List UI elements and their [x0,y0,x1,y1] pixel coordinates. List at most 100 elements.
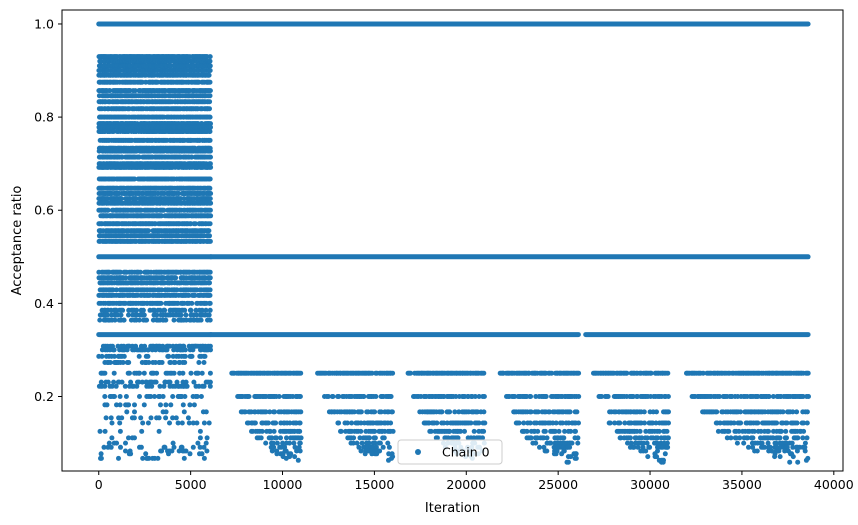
data-point [207,300,213,306]
data-point [208,347,213,353]
data-point [575,440,581,446]
data-point [462,428,467,434]
data-point [481,428,487,434]
data-point [97,428,103,434]
data-point [121,317,127,323]
data-point [481,394,487,399]
data-point [468,420,474,426]
data-point [258,435,264,441]
data-point [471,428,477,434]
data-point [128,451,134,457]
data-point [162,307,168,313]
data-point [179,420,185,426]
data-point [386,444,392,450]
data-point [386,457,391,463]
data-point [207,221,213,227]
data-point [154,312,160,318]
data-point [111,129,117,134]
data-point [138,444,144,450]
data-point [173,415,179,421]
data-point [187,451,193,457]
data-point [516,420,522,426]
data-point [144,317,150,323]
data-point [617,420,623,426]
data-point [168,402,174,408]
data-point [139,428,145,434]
data-point [163,317,169,323]
data-point [207,88,213,94]
data-point [573,428,578,434]
data-point [298,409,304,415]
data-point [137,269,143,275]
data-point [145,420,151,426]
data-point [197,428,203,434]
data-point [181,455,187,461]
data-point [197,435,203,441]
data-point [381,435,387,441]
data-point [204,435,210,441]
data-point [190,444,196,450]
data-point [276,394,282,399]
data-point [102,370,108,376]
data-point [98,451,104,457]
data-point [182,394,188,399]
data-point [207,275,213,281]
data-point [208,200,214,206]
data-point [283,455,289,461]
data-point [194,420,200,426]
data-point [161,383,167,389]
data-point [98,455,104,461]
data-point [207,63,213,69]
data-point [524,428,530,434]
data-point [543,394,549,399]
data-point [204,448,210,454]
data-point [362,451,368,457]
data-point [160,394,166,399]
data-point [576,370,582,376]
data-point [150,124,156,130]
data-point [207,79,213,85]
data-point [207,238,213,244]
data-point [207,148,213,154]
data-point [273,420,279,426]
data-point [207,287,213,293]
data-point [202,353,208,359]
data-point [642,420,647,426]
data-point [274,440,280,446]
data-point [158,402,163,408]
data-point [208,164,214,170]
data-point [207,68,213,73]
data-point [141,312,147,318]
data-point [185,415,191,421]
data-point [117,420,123,426]
data-point [207,176,213,182]
data-point [180,402,186,408]
data-point [118,196,124,202]
data-point [188,307,194,313]
data-point [567,409,573,415]
data-point [182,307,188,313]
data-point [149,383,155,389]
data-point [155,455,161,461]
data-point [665,370,671,376]
data-point [102,428,108,434]
data-point [154,370,160,376]
data-point [556,428,562,434]
data-point [171,317,177,323]
data-point [99,353,105,359]
data-point [191,402,197,408]
data-point [654,409,659,415]
data-point [166,353,172,359]
data-point [207,196,213,202]
data-point [390,370,396,376]
data-point [542,428,548,434]
data-point [123,440,128,446]
data-point [297,428,303,434]
data-point [528,435,534,441]
data-point [117,428,123,434]
data-point [145,353,151,359]
data-point [177,124,183,130]
data-point [164,347,170,353]
data-point [127,370,132,376]
data-point [163,415,169,421]
